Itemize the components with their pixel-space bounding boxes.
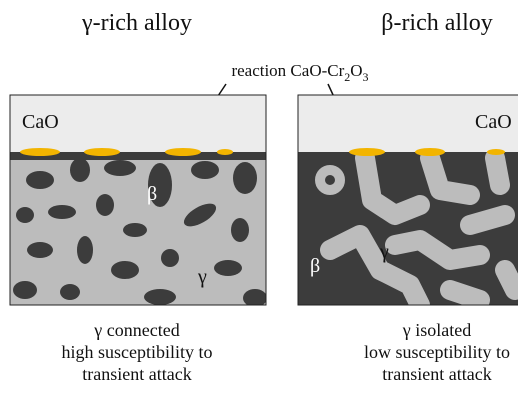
annotation-text: O [350,61,362,80]
panel-title: γ-rich alloy [81,10,192,36]
phase-label: γ [379,241,389,263]
panel-right: CaO β γ [298,95,518,305]
phase-label: γ [197,266,207,288]
page: γ-rich alloy β-rich alloy reaction CaO-C… [0,0,518,400]
caption-line: γ connected [93,320,179,340]
panel-title: β-rich alloy [381,10,493,36]
annotation-text: reaction CaO-Cr [231,61,344,80]
caption-line: transient attack [382,364,491,384]
oxide-label: CaO [475,111,512,133]
caption-line: high susceptibility to [62,342,213,362]
panel-left: CaO β γ [10,95,267,307]
phase-label: β [310,255,320,277]
phase-label: β [147,183,157,205]
caption-line: transient attack [82,364,191,384]
annotation: reaction CaO-Cr2O3 [231,61,368,84]
annotation-subscript: 3 [363,70,369,84]
diagram: γ-rich alloy β-rich alloy reaction CaO-C… [0,0,518,400]
caption-line: low susceptibility to [364,342,510,362]
oxide-label: CaO [22,111,59,133]
caption-line: γ isolated [402,320,471,340]
